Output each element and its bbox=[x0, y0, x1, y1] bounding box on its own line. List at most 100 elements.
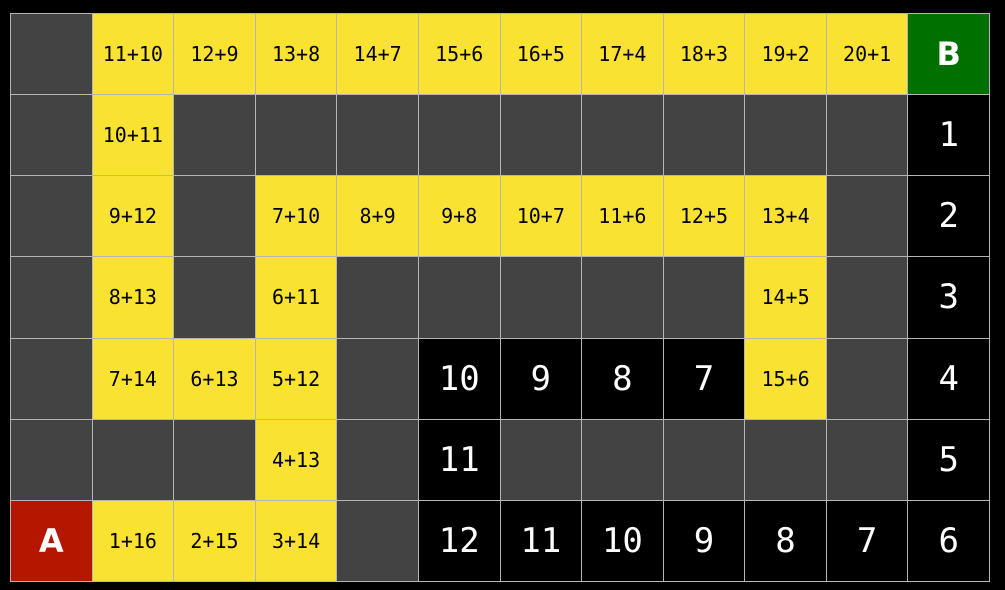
wall-cell bbox=[826, 95, 909, 177]
cell-label: 13+4 bbox=[761, 204, 810, 229]
cell-label: 14+5 bbox=[761, 285, 810, 310]
cell-label: 1+16 bbox=[108, 528, 157, 553]
distance-cell: 9 bbox=[663, 500, 746, 582]
pathfinding-grid: 11+10 12+9 13+8 14+7 15+6 16+5 17+4 18+3 19+2 20+… bbox=[10, 13, 990, 582]
open-cell: 14+5 bbox=[745, 257, 827, 339]
open-cell: 9+8 bbox=[418, 176, 501, 258]
cell-label: 19+2 bbox=[761, 42, 810, 67]
cell-label: 10+7 bbox=[516, 204, 565, 229]
open-cell: 18+3 bbox=[663, 14, 746, 96]
cell-label: 12 bbox=[438, 520, 480, 561]
cell-label: 8+13 bbox=[108, 285, 157, 310]
cell-label: 12+9 bbox=[190, 42, 239, 67]
open-cell: 8+9 bbox=[337, 176, 419, 258]
cell-label: 4+13 bbox=[271, 447, 321, 472]
distance-cell: 10 bbox=[418, 338, 501, 420]
cell-label: 11 bbox=[438, 439, 480, 480]
wall-cell bbox=[11, 95, 93, 177]
wall-cell bbox=[826, 338, 909, 420]
distance-cell: 9 bbox=[500, 338, 583, 420]
cell-label: 3 bbox=[938, 277, 959, 318]
wall-cell bbox=[174, 257, 256, 339]
open-cell: 7+14 bbox=[92, 338, 175, 420]
wall-cell bbox=[174, 95, 256, 177]
distance-cell: 11 bbox=[500, 500, 583, 582]
wall-cell bbox=[337, 338, 419, 420]
cell-label: 10 bbox=[438, 358, 480, 399]
open-cell: 13+8 bbox=[255, 14, 338, 96]
wall-cell bbox=[500, 257, 583, 339]
open-cell: 12+5 bbox=[663, 176, 746, 258]
cell-label: 9+8 bbox=[441, 204, 478, 229]
cell-label: 6+11 bbox=[271, 285, 321, 310]
cell-label: 3+14 bbox=[271, 528, 321, 553]
cell-label: 7 bbox=[693, 358, 715, 399]
cell-label: 12+5 bbox=[679, 204, 729, 229]
distance-cell: 8 bbox=[745, 500, 827, 582]
cell-label: 11+6 bbox=[598, 204, 647, 229]
cell-label: A bbox=[38, 521, 64, 560]
wall-cell bbox=[500, 95, 583, 177]
wall-cell bbox=[11, 419, 93, 501]
wall-cell bbox=[663, 95, 746, 177]
open-cell: 3+14 bbox=[255, 500, 338, 582]
start-cell-a: A bbox=[11, 500, 93, 582]
cell-label: 8+9 bbox=[359, 204, 396, 229]
open-cell: 7+10 bbox=[255, 176, 338, 258]
wall-cell bbox=[418, 95, 501, 177]
open-cell: 13+4 bbox=[745, 176, 827, 258]
wall-cell bbox=[92, 419, 175, 501]
open-cell: 6+11 bbox=[255, 257, 338, 339]
distance-cell: 11 bbox=[418, 419, 501, 501]
open-cell: 8+13 bbox=[92, 257, 175, 339]
cell-label: 15+6 bbox=[761, 366, 810, 391]
distance-cell: 10 bbox=[582, 500, 664, 582]
open-cell: 10+7 bbox=[500, 176, 583, 258]
wall-cell bbox=[418, 257, 501, 339]
cell-label: 2 bbox=[938, 196, 959, 237]
open-cell: 12+9 bbox=[174, 14, 256, 96]
wall-cell bbox=[337, 95, 419, 177]
wall-cell bbox=[826, 176, 909, 258]
open-cell: 10+11 bbox=[92, 95, 175, 177]
cell-label: 10 bbox=[601, 520, 643, 561]
wall-cell bbox=[11, 257, 93, 339]
wall-cell bbox=[663, 419, 746, 501]
cell-label: 7+14 bbox=[108, 366, 157, 391]
wall-cell bbox=[500, 419, 583, 501]
cell-label: 20+1 bbox=[843, 42, 892, 67]
distance-cell: 7 bbox=[663, 338, 746, 420]
cell-label: 1 bbox=[938, 115, 959, 156]
wall-cell bbox=[255, 95, 338, 177]
wall-cell bbox=[11, 176, 93, 258]
wall-cell bbox=[174, 176, 256, 258]
open-cell: 5+12 bbox=[255, 338, 338, 420]
cell-label: 4 bbox=[938, 358, 959, 399]
wall-cell bbox=[582, 95, 664, 177]
cell-label: 11 bbox=[520, 520, 562, 561]
open-cell: 11+10 bbox=[92, 14, 175, 96]
distance-cell: 12 bbox=[418, 500, 501, 582]
wall-cell bbox=[337, 500, 419, 582]
wall-cell bbox=[337, 257, 419, 339]
cell-label: 7+10 bbox=[271, 204, 321, 229]
cell-label: 5 bbox=[938, 439, 959, 480]
cell-label: 9+12 bbox=[108, 204, 157, 229]
cell-label: 18+3 bbox=[679, 42, 729, 67]
cell-label: 14+7 bbox=[353, 42, 402, 67]
cell-label: 2+15 bbox=[190, 528, 239, 553]
distance-cell: 3 bbox=[908, 257, 990, 339]
cell-label: B bbox=[936, 35, 961, 74]
open-cell: 20+1 bbox=[826, 14, 909, 96]
cell-label: 16+5 bbox=[516, 42, 565, 67]
open-cell: 6+13 bbox=[174, 338, 256, 420]
cell-label: 11+10 bbox=[102, 42, 163, 67]
goal-cell-b: B bbox=[908, 14, 990, 96]
wall-cell bbox=[745, 419, 827, 501]
cell-label: 9 bbox=[530, 358, 552, 399]
cell-label: 8 bbox=[775, 520, 796, 561]
cell-label: 7 bbox=[856, 520, 878, 561]
distance-cell: 5 bbox=[908, 419, 990, 501]
wall-cell bbox=[582, 419, 664, 501]
wall-cell bbox=[11, 338, 93, 420]
